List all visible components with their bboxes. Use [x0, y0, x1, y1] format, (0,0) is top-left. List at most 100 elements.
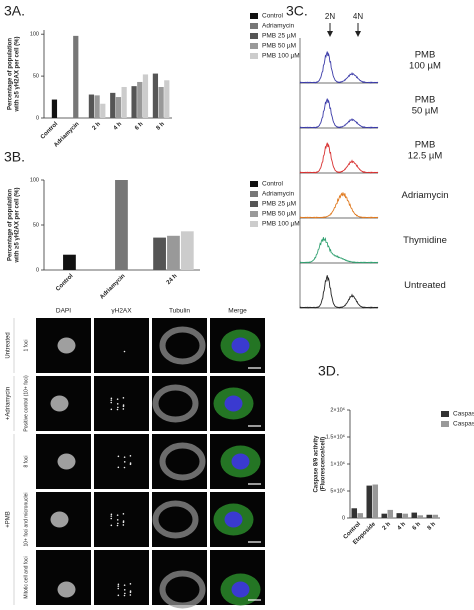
- y-tick-label: 0: [36, 267, 39, 273]
- focus: [110, 515, 113, 517]
- focus: [116, 398, 119, 400]
- row-label: 10+ foci and micronuclei: [23, 492, 29, 546]
- nucleus: [57, 581, 76, 598]
- focus: [122, 520, 125, 522]
- histogram-curve: [299, 237, 379, 264]
- bar: [121, 86, 127, 118]
- bar: [351, 508, 358, 518]
- legend-swatch: [441, 421, 449, 427]
- legend-label: PMB 100 µM: [262, 53, 300, 60]
- histogram-curve: [299, 142, 379, 174]
- sample-label: Untreated: [404, 280, 446, 291]
- histogram-frame: [299, 218, 378, 264]
- bar: [426, 514, 433, 518]
- focus: [116, 514, 119, 516]
- micrograph: [94, 550, 149, 605]
- bar: [115, 97, 122, 118]
- cytoskeleton: [159, 570, 206, 609]
- x-tick-label: 4 h: [113, 121, 124, 132]
- marker-label: 2N: [325, 12, 335, 21]
- legend-swatch: [250, 53, 258, 59]
- legend-label: PMB 25 µM: [262, 33, 296, 40]
- bar: [411, 512, 418, 518]
- legend-swatch: [441, 411, 449, 417]
- legend-swatch: [250, 191, 258, 197]
- bar: [152, 73, 159, 118]
- column-header: Merge: [228, 308, 247, 315]
- focus: [110, 524, 113, 527]
- y-tick-label: 50: [33, 74, 39, 80]
- bar: [417, 515, 424, 518]
- group-label: +PMB: [6, 511, 12, 528]
- focus: [129, 583, 132, 585]
- x-tick-label: 24 h: [166, 273, 179, 286]
- row-label: 1 foci: [23, 340, 29, 352]
- micrograph: [94, 318, 149, 373]
- panel-label: 3C.: [286, 3, 308, 19]
- focus: [122, 513, 125, 515]
- micrograph: [94, 376, 149, 431]
- marker-arrowhead: [355, 31, 361, 37]
- bar: [100, 103, 106, 118]
- cytoskeleton: [152, 384, 199, 423]
- x-tick-label: Adriamycin: [99, 273, 127, 301]
- nucleus: [50, 395, 69, 412]
- focus: [110, 399, 113, 401]
- focus: [110, 517, 113, 520]
- sample-label: 100 µM: [409, 61, 441, 72]
- legend-label: PMB 50 µM: [262, 211, 296, 218]
- focus: [117, 587, 120, 590]
- legend-label: PMB 25 µM: [262, 201, 296, 208]
- y-axis-label: with ≥5 γH2AX per cell (%): [15, 188, 21, 264]
- bar: [63, 254, 76, 270]
- focus: [117, 406, 119, 409]
- focus: [110, 401, 113, 404]
- bar: [402, 513, 409, 518]
- focus: [122, 405, 125, 408]
- panel-label: 3B.: [4, 149, 25, 165]
- nucleus: [50, 511, 69, 528]
- bar: [115, 180, 128, 270]
- sample-label: 50 µM: [412, 106, 439, 117]
- focus: [116, 408, 119, 411]
- legend-label: Caspase 8: [453, 411, 474, 418]
- y-tick-label: 0: [342, 515, 345, 521]
- cytoskeleton: [152, 500, 199, 539]
- y-axis-label: with ≥5 γH2AX per cell (%): [15, 37, 21, 113]
- x-tick-label: 6 h: [412, 521, 423, 532]
- bar: [73, 35, 79, 118]
- group-label: +Adriamycin: [6, 387, 12, 420]
- histogram-frame: [299, 83, 378, 129]
- focus: [110, 513, 113, 516]
- legend-swatch: [250, 181, 258, 187]
- focus: [123, 461, 126, 463]
- bar: [131, 86, 137, 118]
- y-axis-label: Caspase 8/9 activity: [314, 435, 320, 493]
- sample-label: PMB: [415, 50, 436, 61]
- bar: [387, 509, 394, 518]
- focus: [129, 591, 132, 594]
- sample-label: PMB: [415, 140, 436, 151]
- histogram-curve: [299, 275, 379, 309]
- sample-label: 12.5 µM: [408, 151, 443, 162]
- focus: [122, 397, 125, 399]
- merge-dapi: [231, 453, 250, 470]
- focus: [122, 521, 125, 524]
- column-header: γH2AX: [111, 308, 132, 315]
- legend-label: Control: [262, 181, 284, 188]
- histogram-frame: [299, 263, 378, 309]
- bar: [432, 514, 439, 518]
- focus: [116, 403, 119, 405]
- sample-label: PMB: [415, 95, 436, 106]
- focus: [116, 519, 119, 521]
- y-tick-label: 2×10⁶: [330, 406, 345, 413]
- histogram-curve: [299, 51, 379, 84]
- bar: [180, 231, 194, 270]
- histogram-curve: [299, 98, 379, 129]
- column-header: DAPI: [56, 308, 71, 315]
- x-tick-label: 2 h: [382, 521, 393, 532]
- focus: [110, 397, 113, 400]
- focus: [117, 455, 120, 458]
- y-axis-label: (Fluorescence/cell): [321, 437, 327, 491]
- nucleus: [57, 453, 76, 470]
